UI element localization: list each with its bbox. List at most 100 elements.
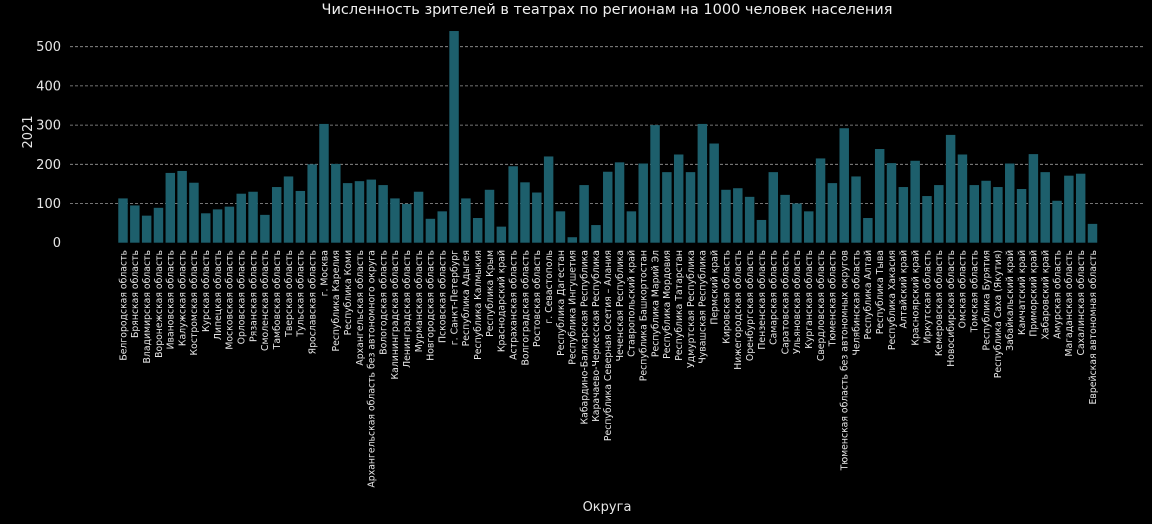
x-tick-label: Республика Коми: [343, 250, 354, 335]
bar: [390, 198, 400, 243]
chart-title: Численность зрителей в театрах по регион…: [322, 2, 893, 18]
x-tick-label: Амурская область: [1052, 250, 1063, 339]
bar: [567, 237, 578, 243]
bar: [886, 163, 897, 243]
bar: [402, 203, 412, 243]
x-tick-label: Владимирская область: [142, 250, 153, 363]
x-tick-label: Краснодарский край: [497, 250, 508, 352]
bar: [993, 187, 1003, 243]
x-tick-label: Тюменская область: [828, 250, 839, 347]
bar: [283, 176, 294, 243]
bar: [1016, 188, 1027, 243]
bar: [331, 163, 341, 243]
x-tick-label: Калужская область: [177, 250, 188, 346]
x-tick-label: Самарская область: [769, 250, 780, 345]
x-tick-label: Республика Башкортостан: [639, 250, 650, 381]
bar: [1052, 200, 1062, 243]
bar: [484, 189, 495, 243]
x-tick-label: г. Москва: [319, 250, 330, 296]
x-tick-label: Хабаровский край: [1041, 250, 1052, 340]
bar: [1064, 175, 1074, 243]
bar: [1075, 173, 1086, 243]
x-tick-label: Оренбургская область: [745, 250, 756, 361]
bar: [307, 164, 317, 243]
bar: [354, 181, 365, 243]
bar: [118, 198, 128, 243]
bar: [981, 180, 991, 243]
bar: [685, 172, 696, 243]
x-tick-label: Мурманская область: [414, 250, 425, 352]
bar: [1040, 172, 1050, 243]
bar: [413, 191, 424, 243]
bar: [425, 218, 436, 243]
x-tick-label: Пензенская область: [757, 250, 768, 350]
bar: [472, 218, 483, 243]
y-tick-label: 200: [36, 158, 61, 173]
x-tick-label: Пермский край: [709, 250, 720, 325]
bar: [248, 191, 258, 243]
x-tick-label: г. Санкт-Петербург: [449, 250, 460, 345]
bar: [295, 190, 306, 243]
x-tick-label: Новгородская область: [426, 250, 437, 361]
bar: [236, 193, 246, 243]
x-tick-label: Забайкальский край: [1005, 250, 1016, 351]
x-tick-label: Республика Калмыкия: [473, 250, 484, 360]
bar: [532, 192, 542, 243]
x-tick-label: Вологодская область: [378, 250, 389, 355]
x-tick-label: Псковская область: [438, 250, 449, 343]
x-axis-ticks: Белгородская область Брянская область Влад…: [118, 250, 1099, 488]
x-tick-label: Республика Бурятия: [981, 250, 992, 350]
bar: [709, 143, 719, 243]
y-tick-label: 100: [36, 197, 61, 212]
x-tick-label: Кемеровская область: [934, 250, 945, 356]
x-tick-label: Орловская область: [237, 250, 248, 344]
bar: [945, 134, 956, 243]
bar: [863, 218, 873, 243]
x-tick-label: Астраханская область: [508, 250, 519, 360]
x-tick-label: Республика Карелия: [331, 250, 342, 352]
x-tick-label: Волгоградская область: [520, 250, 531, 366]
bar: [910, 160, 920, 243]
bar: [827, 183, 838, 243]
x-tick-label: Новосибирская область: [946, 250, 957, 367]
bar: [957, 154, 968, 243]
x-tick-label: Республика Крым: [485, 250, 496, 337]
x-tick-label: Тюменская область без автономных округов: [840, 250, 851, 471]
bar: [673, 154, 684, 243]
bar: [756, 219, 767, 243]
bar: [189, 182, 199, 243]
x-tick-label: Омская область: [958, 250, 969, 328]
x-tick-label: Смоленская область: [260, 250, 271, 351]
x-tick-label: Тульская область: [296, 250, 307, 338]
bar: [780, 194, 790, 243]
x-tick-label: Ростовская область: [532, 250, 543, 347]
x-tick-label: Чеченская Республика: [615, 250, 626, 361]
x-tick-label: Костромская область: [189, 250, 200, 355]
x-tick-label: г. Севастополь: [544, 250, 555, 324]
bar: [141, 215, 152, 243]
x-tick-label: Республика Хакасия: [887, 250, 898, 350]
x-tick-label: Карачаево-Черкесская Республика: [591, 250, 602, 422]
x-tick-label: Приморский край: [1029, 250, 1040, 337]
x-tick-label: Нижегородская область: [733, 250, 744, 370]
bar: [662, 172, 672, 243]
x-tick-label: Липецкая область: [213, 250, 224, 340]
x-tick-label: Республика Алтай: [863, 250, 874, 339]
bar: [697, 123, 708, 243]
x-tick-label: Томская область: [970, 250, 981, 333]
x-tick-label: Еврейская автономная область: [1088, 250, 1099, 404]
x-tick-label: Белгородская область: [118, 250, 129, 361]
x-tick-label: Камчатский край: [1017, 250, 1028, 335]
x-tick-label: Сахалинская область: [1076, 250, 1087, 356]
x-tick-label: Кабардино-Балкарская Республика: [579, 250, 590, 424]
bar: [922, 196, 932, 243]
bar: [898, 187, 909, 243]
y-tick-label: 0: [53, 236, 61, 251]
bar: [874, 149, 885, 243]
bar: [165, 172, 176, 243]
bar: [768, 172, 779, 243]
x-tick-label: Республика Марий Эл: [650, 250, 661, 357]
x-tick-label: Ставропольский край: [627, 250, 638, 357]
bar: [271, 187, 282, 243]
bar: [1087, 223, 1098, 243]
